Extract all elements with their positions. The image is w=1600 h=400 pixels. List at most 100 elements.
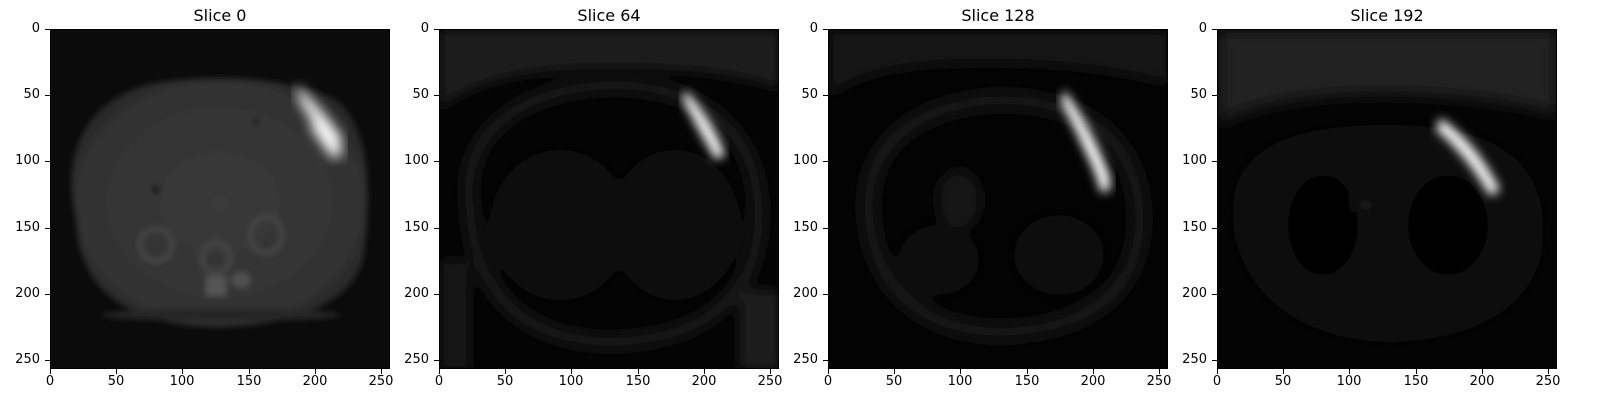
panel-title: Slice 192 xyxy=(1350,6,1424,25)
x-tick-label: 150 xyxy=(1014,374,1040,389)
x-tick xyxy=(1159,369,1160,374)
x-tick xyxy=(1283,369,1284,374)
panel-slice-192: Slice 192 0 50 100 150 200 xyxy=(1167,0,1560,400)
y-tick xyxy=(45,161,50,162)
x-tick-label: 150 xyxy=(1403,374,1429,389)
x-tick xyxy=(1349,369,1350,374)
y-tick xyxy=(434,161,439,162)
y-tick xyxy=(1212,161,1217,162)
x-tick xyxy=(1217,369,1218,374)
y-tick-label: 150 xyxy=(15,220,40,235)
y-tick-label: 200 xyxy=(1182,286,1207,301)
y-tick xyxy=(823,360,828,361)
y-tick xyxy=(45,294,50,295)
y-tick-label: 0 xyxy=(809,21,818,36)
y-tick xyxy=(434,228,439,229)
y-tick-label: 100 xyxy=(15,153,40,168)
x-tick-label: 100 xyxy=(947,374,973,389)
y-tick-label: 200 xyxy=(15,286,40,301)
y-tick xyxy=(823,29,828,30)
panel-slice-128: Slice 128 0 50 100 150 200 xyxy=(778,0,1171,400)
y-tick-label: 50 xyxy=(1190,87,1207,102)
x-tick xyxy=(381,369,382,374)
x-tick-label: 150 xyxy=(236,374,262,389)
x-tick xyxy=(315,369,316,374)
x-tick xyxy=(249,369,250,374)
y-tick-label: 200 xyxy=(793,286,818,301)
x-tick-label: 0 xyxy=(823,374,833,389)
x-tick-label: 250 xyxy=(1535,374,1561,389)
panel-slice-0: Slice 0 xyxy=(0,0,393,400)
x-tick-label: 100 xyxy=(169,374,195,389)
x-tick-label: 0 xyxy=(1212,374,1222,389)
y-tick-label: 50 xyxy=(412,87,429,102)
x-tick xyxy=(505,369,506,374)
y-tick-label: 150 xyxy=(1182,220,1207,235)
x-tick-label: 200 xyxy=(1080,374,1106,389)
y-tick-label: 50 xyxy=(801,87,818,102)
y-tick-label: 0 xyxy=(1198,21,1207,36)
ct-slice-image xyxy=(439,29,779,369)
x-tick-label: 50 xyxy=(1274,374,1292,389)
y-tick-label: 250 xyxy=(1182,352,1207,367)
y-tick-label: 250 xyxy=(15,352,40,367)
x-tick-label: 250 xyxy=(757,374,783,389)
y-tick-label: 200 xyxy=(404,286,429,301)
ct-slice-image xyxy=(828,29,1168,369)
y-tick-label: 250 xyxy=(404,352,429,367)
y-tick xyxy=(45,29,50,30)
x-tick-label: 100 xyxy=(558,374,584,389)
x-tick-label: 250 xyxy=(368,374,394,389)
panel-title: Slice 64 xyxy=(577,6,641,25)
x-tick xyxy=(182,369,183,374)
x-tick-label: 200 xyxy=(1469,374,1495,389)
y-tick xyxy=(434,294,439,295)
y-tick-label: 100 xyxy=(404,153,429,168)
x-tick xyxy=(439,369,440,374)
y-tick-label: 0 xyxy=(420,21,429,36)
y-tick-label: 0 xyxy=(31,21,40,36)
y-tick xyxy=(45,360,50,361)
y-tick-label: 250 xyxy=(793,352,818,367)
x-tick xyxy=(1482,369,1483,374)
y-tick xyxy=(45,228,50,229)
y-tick xyxy=(1212,228,1217,229)
x-tick xyxy=(638,369,639,374)
x-tick xyxy=(1548,369,1549,374)
y-tick xyxy=(1212,29,1217,30)
y-tick-label: 50 xyxy=(23,87,40,102)
x-tick xyxy=(1416,369,1417,374)
panel-slice-64: Slice 64 0 50 100 150 200 xyxy=(389,0,782,400)
x-tick xyxy=(116,369,117,374)
y-tick xyxy=(823,95,828,96)
x-tick xyxy=(1093,369,1094,374)
x-tick xyxy=(571,369,572,374)
y-tick-label: 150 xyxy=(793,220,818,235)
x-tick xyxy=(828,369,829,374)
y-tick xyxy=(45,95,50,96)
ct-slice-image xyxy=(50,29,390,369)
x-tick-label: 200 xyxy=(691,374,717,389)
x-tick xyxy=(50,369,51,374)
panel-title: Slice 0 xyxy=(193,6,247,25)
x-tick xyxy=(770,369,771,374)
y-tick-label: 100 xyxy=(1182,153,1207,168)
y-tick xyxy=(1212,360,1217,361)
y-tick-label: 150 xyxy=(404,220,429,235)
x-tick-label: 150 xyxy=(625,374,651,389)
y-tick xyxy=(823,161,828,162)
x-tick-label: 100 xyxy=(1336,374,1362,389)
y-tick xyxy=(434,29,439,30)
x-tick-label: 250 xyxy=(1146,374,1172,389)
x-tick-label: 0 xyxy=(45,374,55,389)
panel-title: Slice 128 xyxy=(961,6,1035,25)
x-tick-label: 200 xyxy=(302,374,328,389)
ct-slice-image xyxy=(1217,29,1557,369)
y-tick xyxy=(434,95,439,96)
x-tick-label: 50 xyxy=(885,374,903,389)
x-tick-label: 0 xyxy=(434,374,444,389)
y-tick-label: 100 xyxy=(793,153,818,168)
x-tick-label: 50 xyxy=(496,374,514,389)
y-tick xyxy=(1212,95,1217,96)
x-tick xyxy=(894,369,895,374)
